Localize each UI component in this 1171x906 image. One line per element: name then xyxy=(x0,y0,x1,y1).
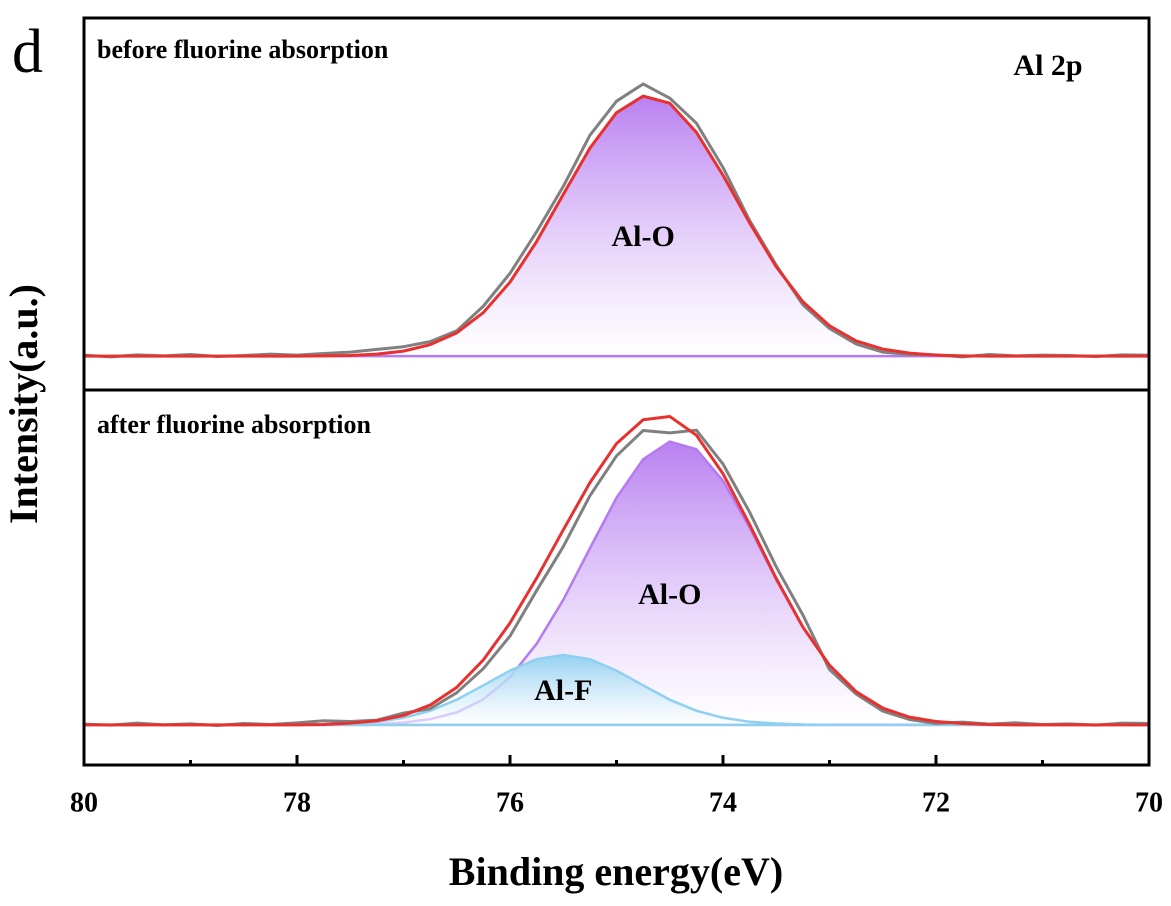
component-label: Al-O xyxy=(638,578,701,611)
panel-title: after fluorine absorption xyxy=(97,410,371,439)
x-tick-label: 78 xyxy=(283,787,311,818)
spectrum-line xyxy=(84,414,1149,727)
panel-label: d xyxy=(12,18,43,86)
annotation: Al 2p xyxy=(1013,49,1082,82)
x-tick-label: 70 xyxy=(1135,787,1163,818)
spectrum-line xyxy=(84,94,1149,358)
x-tick-label: 80 xyxy=(70,787,98,818)
y-axis-label: Intensity(a.u.) xyxy=(1,284,46,524)
component-label: Al-F xyxy=(534,674,592,707)
x-tick-label: 72 xyxy=(922,787,950,818)
x-tick-label: 76 xyxy=(496,787,524,818)
x-axis-label: Binding energy(eV) xyxy=(449,849,783,894)
panel-title: before fluorine absorption xyxy=(97,35,389,64)
component-label: Al-O xyxy=(611,220,674,253)
x-tick-label: 74 xyxy=(709,787,737,818)
